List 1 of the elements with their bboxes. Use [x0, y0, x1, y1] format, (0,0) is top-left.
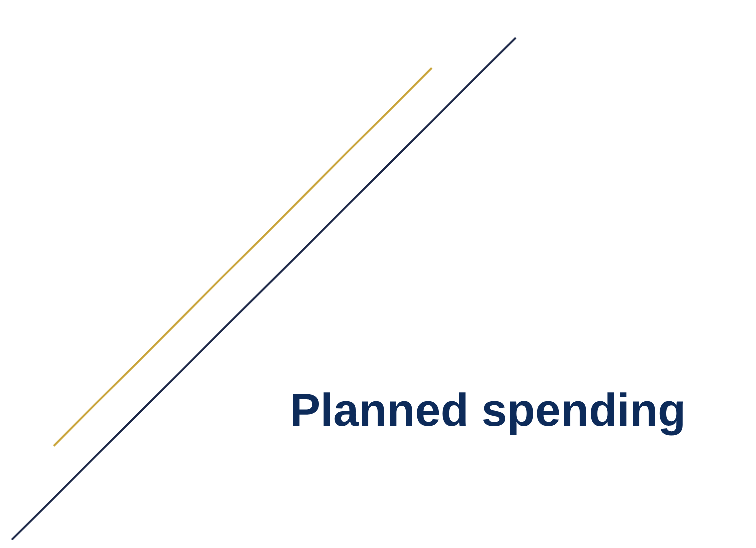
- series-label: Planned spending: [290, 384, 686, 436]
